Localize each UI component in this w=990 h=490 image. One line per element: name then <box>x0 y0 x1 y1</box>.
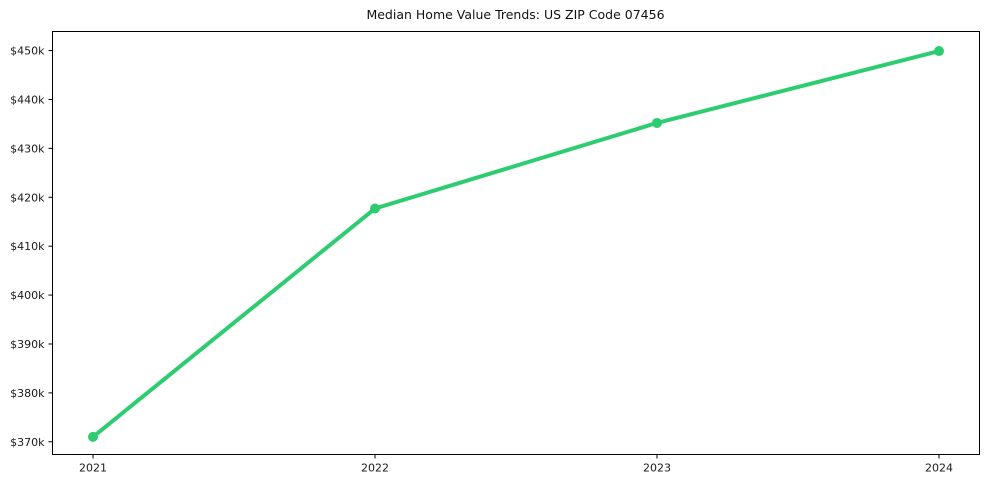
x-tick-label: 2023 <box>643 462 671 475</box>
y-tick-label: $440k <box>10 93 45 106</box>
y-tick-label: $410k <box>10 240 45 253</box>
trend-line <box>91 49 941 439</box>
x-tick-label: 2022 <box>361 462 389 475</box>
data-point-marker <box>88 431 98 442</box>
y-tick-label: $400k <box>10 289 45 302</box>
data-point-marker <box>652 117 662 128</box>
data-point-marker <box>370 203 380 214</box>
x-tick-label: 2021 <box>79 462 107 475</box>
axes-frame <box>52 31 980 455</box>
y-tick-label: $390k <box>10 338 45 351</box>
y-tick-label: $420k <box>10 191 45 204</box>
y-tick-label: $370k <box>10 436 45 449</box>
y-tick-label: $450k <box>10 45 45 58</box>
y-tick-label: $430k <box>10 142 45 155</box>
data-point-marker <box>934 46 944 57</box>
y-tick-label: $380k <box>10 387 45 400</box>
x-tick-label: 2024 <box>925 462 953 475</box>
chart-title: Median Home Value Trends: US ZIP Code 07… <box>366 7 665 22</box>
